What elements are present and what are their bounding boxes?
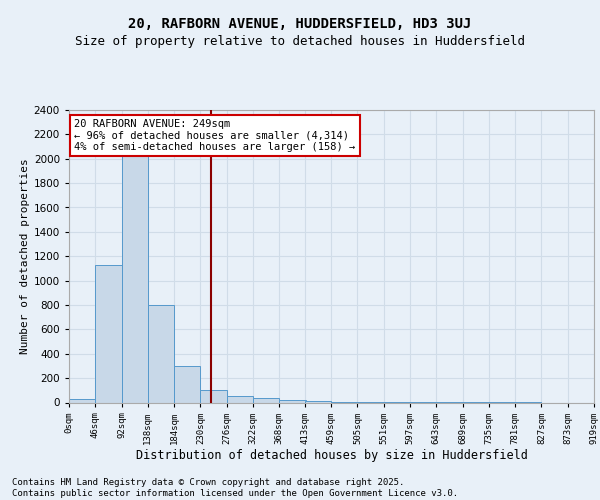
Text: Size of property relative to detached houses in Huddersfield: Size of property relative to detached ho… (75, 35, 525, 48)
Bar (95, 265, 122, 402)
Bar (148, 305, 174, 402)
Text: Contains HM Land Registry data © Crown copyright and database right 2025.
Contai: Contains HM Land Registry data © Crown c… (12, 478, 458, 498)
Bar (279, 400, 305, 402)
X-axis label: Distribution of detached houses by size in Huddersfield: Distribution of detached houses by size … (136, 450, 527, 462)
Bar (200, 390, 227, 402)
Bar (122, 152, 148, 402)
Bar (69, 399, 95, 402)
Bar (174, 366, 200, 403)
Y-axis label: Number of detached properties: Number of detached properties (20, 158, 29, 354)
Text: 20 RAFBORN AVENUE: 249sqm
← 96% of detached houses are smaller (4,314)
4% of sem: 20 RAFBORN AVENUE: 249sqm ← 96% of detac… (74, 119, 355, 152)
Bar (253, 398, 279, 402)
Bar (227, 396, 253, 402)
Text: 20, RAFBORN AVENUE, HUDDERSFIELD, HD3 3UJ: 20, RAFBORN AVENUE, HUDDERSFIELD, HD3 3U… (128, 18, 472, 32)
